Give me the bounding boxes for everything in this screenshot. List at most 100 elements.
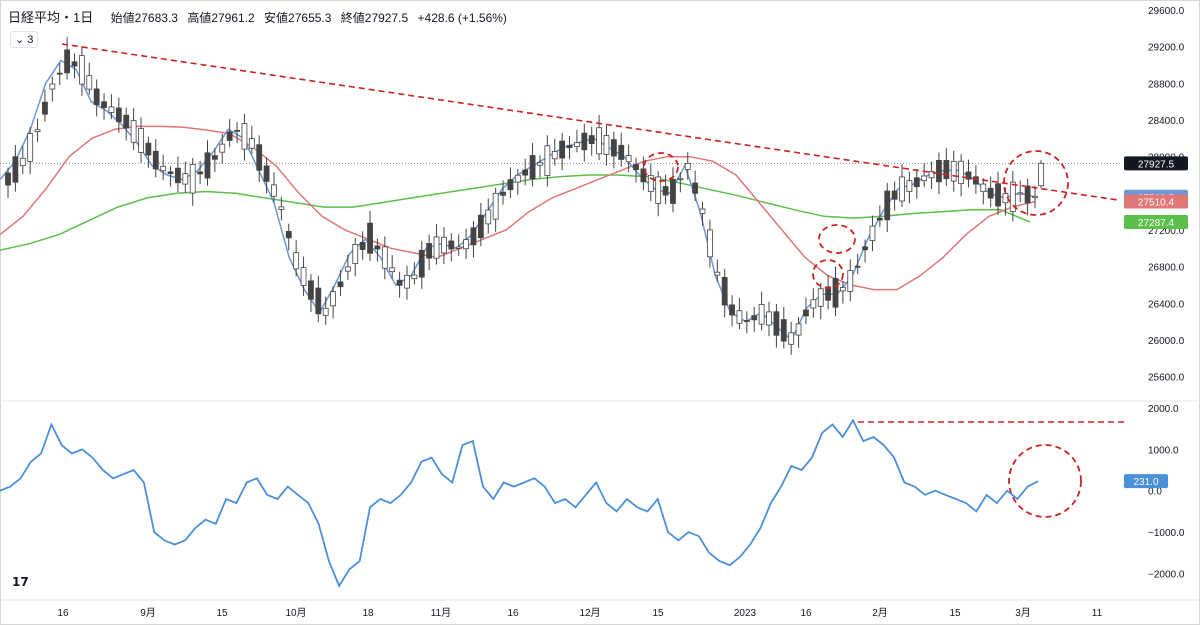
price-tick-label: 29600.0 xyxy=(1148,6,1185,17)
candle-body xyxy=(810,299,817,309)
close-value: 終値27927.5 xyxy=(340,11,409,25)
chevron-down-icon: ⌄ xyxy=(15,34,25,46)
candle-body xyxy=(603,135,610,155)
open-value: 始値27683.3 xyxy=(110,11,178,25)
price-tick-label: 26800.0 xyxy=(1148,263,1185,274)
candle-body xyxy=(647,174,654,192)
candle-body xyxy=(544,145,551,176)
candle-body xyxy=(950,161,957,182)
time-tick-label: 18 xyxy=(362,608,374,619)
candle-body xyxy=(839,287,846,292)
candle-body xyxy=(537,162,543,166)
candle-body xyxy=(374,245,381,250)
time-tick-label: 2023 xyxy=(734,608,757,619)
osc-tick-label: −2000.0 xyxy=(1148,569,1185,580)
candle-body xyxy=(743,320,750,322)
high-value: 高値27961.2 xyxy=(187,11,255,25)
candle-body xyxy=(160,165,167,172)
candle-body xyxy=(27,133,34,162)
candle-body xyxy=(633,164,639,171)
candle-body xyxy=(204,152,211,179)
candle-body xyxy=(189,164,196,194)
time-tick-label: 15 xyxy=(652,608,664,619)
candle-body xyxy=(906,180,913,192)
candle-body xyxy=(12,156,19,183)
osc-tick-label: 1000.0 xyxy=(1148,445,1179,456)
candle-body xyxy=(308,280,314,300)
change-value: +428.6 (+1.56%) xyxy=(417,11,507,25)
candle-body xyxy=(773,311,780,336)
candle-body xyxy=(699,208,706,214)
candle-body xyxy=(670,179,676,204)
candle-body xyxy=(367,222,373,254)
candle-body xyxy=(559,140,566,159)
candle-body xyxy=(899,176,905,202)
candle-body xyxy=(322,307,329,316)
candle-body xyxy=(145,142,152,156)
candle-body xyxy=(566,145,573,149)
candle-body xyxy=(884,190,891,221)
candle-body xyxy=(278,206,285,210)
candle-body xyxy=(581,132,588,151)
candle-body xyxy=(463,239,469,250)
candle-body xyxy=(433,236,440,259)
chart-header: 日経平均・1日 始値27683.3 高値27961.2 安値27655.3 終値… xyxy=(8,7,507,26)
candle-body xyxy=(5,172,11,186)
indicator-toggle[interactable]: ⌄ 3 xyxy=(10,31,39,48)
candle-body xyxy=(596,127,602,155)
tradingview-logo-icon[interactable]: 17 xyxy=(12,575,29,589)
candle-body xyxy=(514,174,521,183)
candle-body xyxy=(34,129,41,132)
candle-body xyxy=(921,175,928,182)
candle-body xyxy=(219,143,226,153)
candle-body xyxy=(470,227,477,246)
candle-body xyxy=(93,88,100,106)
candle-body xyxy=(832,278,839,308)
candle-body xyxy=(396,279,403,286)
candle-body xyxy=(42,101,48,115)
candle-body xyxy=(714,271,721,276)
candle-body xyxy=(389,267,396,273)
candle-body xyxy=(256,144,263,171)
time-tick-label: 15 xyxy=(949,608,961,619)
price-tick-label: 28400.0 xyxy=(1148,116,1185,127)
candle-body xyxy=(241,123,248,150)
time-tick-label: 2月 xyxy=(872,607,888,619)
candle-body xyxy=(300,267,307,286)
candle-body xyxy=(426,243,433,259)
time-tick-label: 16 xyxy=(800,608,812,619)
candle-body xyxy=(86,75,93,90)
candle-body xyxy=(101,101,107,109)
candle-body xyxy=(736,310,743,324)
ma-short-line xyxy=(0,59,1036,342)
candle-body xyxy=(418,249,425,278)
osc-tick-label: 2000.0 xyxy=(1148,404,1179,415)
candle-body xyxy=(411,274,418,280)
highlight-circle xyxy=(818,224,856,254)
candle-body xyxy=(758,304,765,325)
price-badge-label: 27927.5 xyxy=(1138,159,1175,170)
candle-body xyxy=(315,287,322,315)
candle-body xyxy=(404,274,410,289)
symbol-title[interactable]: 日経平均・1日 xyxy=(8,10,94,25)
highlight-circle xyxy=(643,152,679,182)
price-badge xyxy=(1124,194,1188,209)
candle-body xyxy=(477,214,484,239)
price-tick-label: 25600.0 xyxy=(1148,373,1185,384)
price-tick-label: 26400.0 xyxy=(1148,299,1185,310)
candle-body xyxy=(958,160,965,185)
highlight-circle xyxy=(1003,150,1069,216)
oscillator-line xyxy=(0,418,1039,588)
candle-body xyxy=(108,106,115,113)
price-badge xyxy=(1124,156,1188,171)
candle-body xyxy=(167,171,174,174)
osc-tick-label: −1000.0 xyxy=(1148,528,1185,539)
candle-body xyxy=(551,151,558,160)
time-tick-label: 15 xyxy=(216,608,228,619)
candle-body xyxy=(825,286,832,301)
candle-body xyxy=(847,270,854,292)
price-tick-label: 28800.0 xyxy=(1148,79,1185,90)
candle-body xyxy=(19,157,26,167)
time-tick-label: 12月 xyxy=(579,607,600,619)
